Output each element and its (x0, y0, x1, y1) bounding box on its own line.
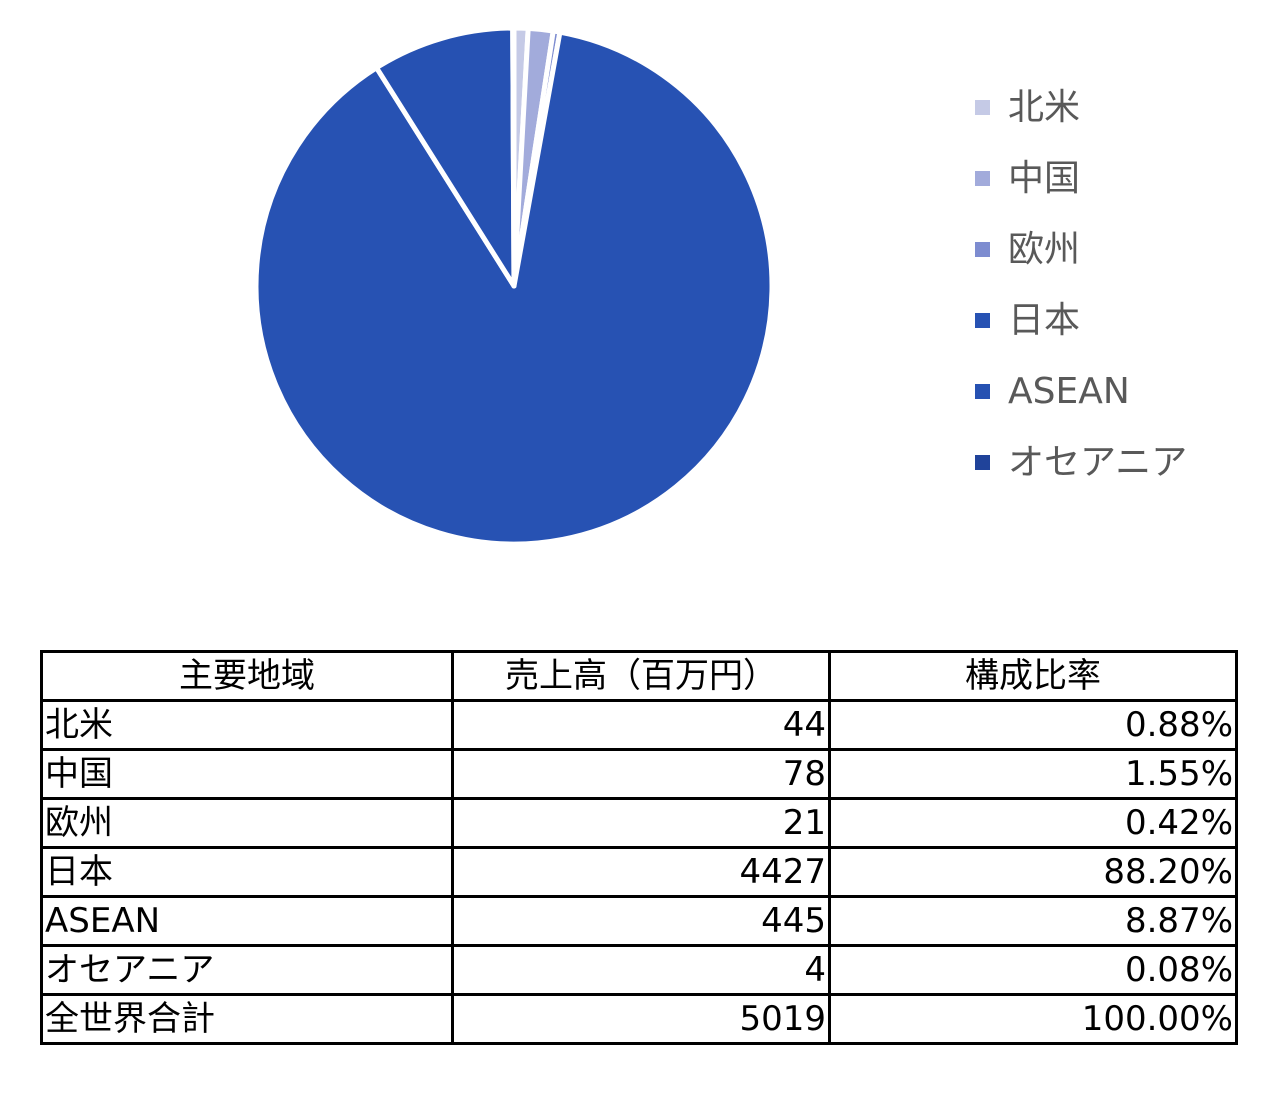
legend-item-north-america: 北米 (975, 72, 1245, 143)
table-header-row: 主要地域 売上高（百万円） 構成比率 (40, 650, 1238, 702)
region-cell: オセアニア (40, 944, 454, 996)
sales-cell: 445 (451, 895, 831, 947)
pie-chart (253, 25, 775, 547)
ratio-cell: 0.08% (828, 944, 1238, 996)
table-row: オセアニア 4 0.08% (40, 944, 1238, 996)
region-cell: 中国 (40, 748, 454, 800)
sales-cell: 5019 (451, 993, 831, 1045)
region-cell: ASEAN (40, 895, 454, 947)
header-region: 主要地域 (40, 650, 454, 702)
region-cell: 日本 (40, 846, 454, 898)
legend-swatch (975, 384, 990, 399)
region-cell: 全世界合計 (40, 993, 454, 1045)
table-row: ASEAN 445 8.87% (40, 895, 1238, 947)
ratio-cell: 100.00% (828, 993, 1238, 1045)
legend-label: 欧州 (1008, 228, 1081, 270)
sales-cell: 21 (451, 797, 831, 849)
region-cell: 北米 (40, 699, 454, 751)
ratio-cell: 0.42% (828, 797, 1238, 849)
sales-cell: 4 (451, 944, 831, 996)
legend-swatch (975, 171, 990, 186)
sales-cell: 44 (451, 699, 831, 751)
legend-label: 北米 (1008, 86, 1081, 128)
pie-slice-oceania (510, 25, 517, 289)
header-sales: 売上高（百万円） (451, 650, 831, 702)
legend-item-oceania: オセアニア (975, 427, 1245, 498)
region-cell: 欧州 (40, 797, 454, 849)
legend-swatch (975, 242, 990, 257)
legend-label: 日本 (1008, 299, 1081, 341)
sales-cell: 4427 (451, 846, 831, 898)
header-ratio: 構成比率 (828, 650, 1238, 702)
legend-label: オセアニア (1008, 441, 1188, 483)
table-total-row: 全世界合計 5019 100.00% (40, 993, 1238, 1045)
legend-item-asean: ASEAN (975, 356, 1245, 427)
pie-slice-asean (374, 25, 517, 289)
sales-cell: 78 (451, 748, 831, 800)
ratio-cell: 8.87% (828, 895, 1238, 947)
ratio-cell: 88.20% (828, 846, 1238, 898)
legend-item-china: 中国 (975, 143, 1245, 214)
pie-slices (253, 25, 775, 547)
table-row: 中国 78 1.55% (40, 748, 1238, 800)
legend-label: ASEAN (1008, 370, 1130, 412)
legend-swatch (975, 100, 990, 115)
legend-swatch (975, 455, 990, 470)
legend-item-japan: 日本 (975, 285, 1245, 356)
ratio-cell: 0.88% (828, 699, 1238, 751)
ratio-cell: 1.55% (828, 748, 1238, 800)
legend-swatch (975, 313, 990, 328)
sales-table: 主要地域 売上高（百万円） 構成比率 北米 44 0.88% 中国 78 1.5… (40, 650, 1238, 1045)
chart-legend: 北米 中国 欧州 日本 ASEAN オセアニア (975, 72, 1245, 498)
table-row: 北米 44 0.88% (40, 699, 1238, 751)
table-row: 日本 4427 88.20% (40, 846, 1238, 898)
legend-label: 中国 (1008, 157, 1081, 199)
legend-item-europe: 欧州 (975, 214, 1245, 285)
table-row: 欧州 21 0.42% (40, 797, 1238, 849)
